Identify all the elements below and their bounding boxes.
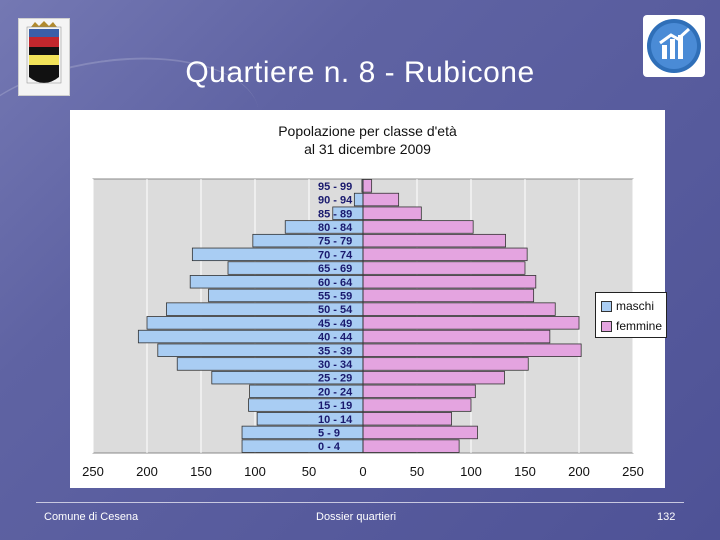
category-label: 50 - 54	[318, 304, 353, 316]
category-label: 65 - 69	[318, 263, 352, 275]
bar-femmine	[362, 425, 478, 440]
category-label: 15 - 19	[318, 400, 352, 412]
chart-title: Popolazione per classe d'età al 31 dicem…	[70, 122, 665, 158]
footer-divider	[36, 502, 684, 503]
bar-femmine	[362, 439, 460, 453]
bar-femmine	[362, 316, 580, 330]
legend-label-maschi: maschi	[616, 299, 655, 313]
footer-center-text: Dossier quartieri	[316, 511, 397, 523]
category-label: 75 - 79	[318, 236, 352, 248]
bar-femmine	[362, 179, 373, 193]
x-tick-label: 250	[622, 464, 644, 479]
slide-title: Quartiere n. 8 - Rubicone	[185, 56, 535, 89]
category-label: 45 - 49	[318, 318, 352, 330]
bar-femmine	[362, 398, 472, 412]
x-tick-label: 100	[244, 464, 266, 479]
bar-maschi	[241, 439, 364, 453]
category-label: 0 - 4	[318, 441, 341, 453]
bar-femmine	[362, 192, 400, 207]
x-tick-label: 150	[190, 464, 212, 479]
bar-femmine	[362, 288, 535, 303]
legend-item-femmine: femmine	[601, 319, 662, 333]
chart-subtitle-line: al 31 dicembre 2009	[304, 141, 431, 157]
bar-maschi	[241, 425, 364, 440]
bar-femmine	[362, 343, 582, 357]
x-tick-label: 250	[82, 464, 104, 479]
chart-logo-icon	[643, 15, 705, 77]
chart-title-line: Popolazione per classe d'età	[278, 123, 457, 139]
category-label: 35 - 39	[318, 345, 352, 357]
bar-femmine	[362, 275, 537, 289]
bar-femmine	[362, 261, 526, 275]
page-number: 132	[657, 511, 676, 523]
category-label: 55 - 59	[318, 290, 352, 302]
category-label: 25 - 29	[318, 373, 352, 385]
category-label: 80 - 84	[318, 222, 353, 234]
bar-femmine	[362, 247, 528, 262]
legend-swatch-maschi	[601, 301, 612, 313]
bar-femmine	[362, 302, 556, 316]
category-label: 10 - 14	[318, 414, 353, 426]
x-tick-label: 50	[410, 464, 424, 479]
chart-legend: maschi femmine	[595, 292, 667, 338]
bar-maschi	[353, 192, 364, 207]
category-label: 5 - 9	[318, 427, 340, 439]
bar-femmine	[362, 220, 474, 234]
bar-femmine	[362, 384, 476, 399]
x-tick-label: 0	[359, 464, 366, 479]
x-tick-label: 100	[460, 464, 482, 479]
bar-femmine	[362, 206, 422, 220]
bar-femmine	[362, 329, 551, 344]
chart-panel: Popolazione per classe d'età al 31 dicem…	[70, 110, 667, 488]
legend-swatch-femmine	[601, 321, 612, 333]
x-tick-label: 50	[302, 464, 316, 479]
legend-item-maschi: maschi	[601, 299, 654, 313]
bar-femmine	[362, 233, 506, 248]
bar-femmine	[362, 370, 505, 385]
category-label: 85 - 89	[318, 208, 352, 220]
category-label: 90 - 94	[318, 195, 353, 207]
x-tick-label: 200	[136, 464, 158, 479]
bar-femmine	[362, 357, 529, 371]
category-label: 30 - 34	[318, 359, 353, 371]
legend-label-femmine: femmine	[616, 319, 663, 333]
category-label: 20 - 24	[318, 386, 353, 398]
category-label: 40 - 44	[318, 332, 353, 344]
x-tick-label: 150	[514, 464, 536, 479]
bar-femmine	[362, 412, 452, 426]
category-label: 95 - 99	[318, 181, 352, 193]
city-crest-icon	[18, 18, 70, 96]
category-label: 60 - 64	[318, 277, 353, 289]
footer-left-text: Comune di Cesena	[44, 511, 139, 523]
x-tick-label: 200	[568, 464, 590, 479]
category-label: 70 - 74	[318, 249, 353, 261]
